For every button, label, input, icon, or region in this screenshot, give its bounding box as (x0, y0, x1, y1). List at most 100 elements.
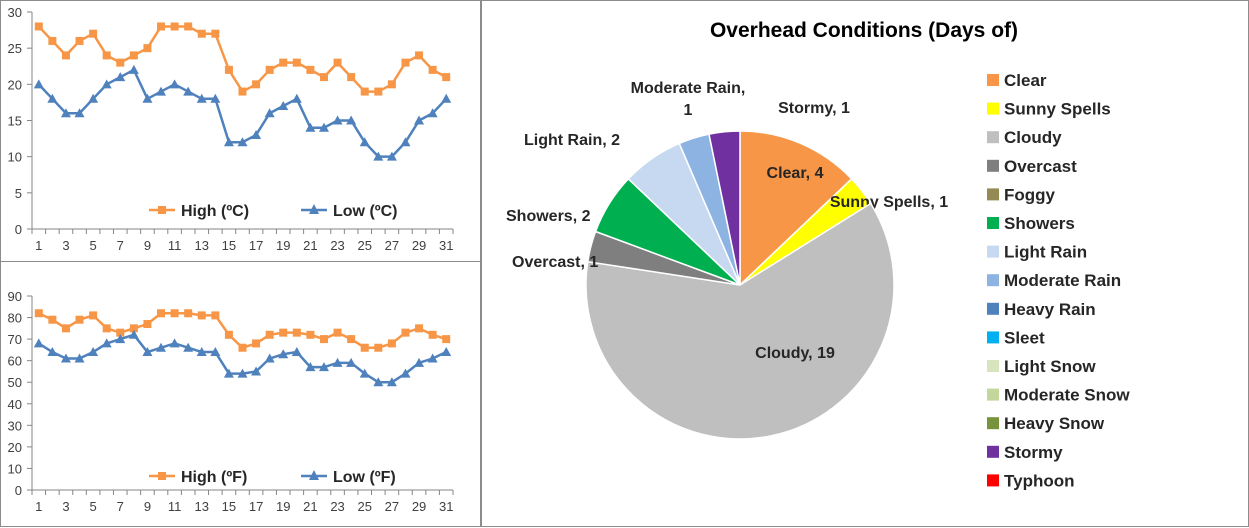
celsius-low-point (359, 137, 370, 147)
celsius-low-point (373, 151, 384, 161)
fahrenheit-high-point (143, 320, 152, 329)
fahrenheit-low-point (291, 347, 302, 357)
fahrenheit-low-point (318, 362, 329, 372)
celsius-high-point (360, 87, 369, 96)
fahrenheit-low-point (142, 347, 153, 357)
pie-legend-label-moderate-rain: Moderate Rain (1004, 271, 1121, 290)
celsius-x-tick-label: 5 (89, 238, 96, 253)
celsius-low-point (400, 137, 411, 147)
fahrenheit-low-point (305, 362, 316, 372)
pie-legend-label-heavy-rain: Heavy Rain (1004, 300, 1096, 319)
celsius-x-tick-label: 13 (195, 238, 209, 253)
celsius-high-point (306, 65, 315, 74)
fahrenheit-low-point (223, 368, 234, 378)
celsius-x-tick-label: 7 (117, 238, 124, 253)
celsius-high-point (401, 58, 410, 67)
fahrenheit-legend-low-marker (309, 470, 319, 480)
fahrenheit-low-point (373, 377, 384, 387)
celsius-high-point (116, 58, 125, 67)
pie-legend-swatch-heavy-snow (987, 417, 999, 430)
pie-data-label-light-rain: Light Rain, 2 (524, 132, 620, 149)
celsius-x-tick-label: 23 (330, 238, 344, 253)
pie-legend-swatch-sleet (987, 331, 999, 344)
fahrenheit-high-series-line (38, 311, 447, 349)
overhead-conditions-pie-panel: Overhead Conditions (Days of) Clear, 4 Sun… (481, 0, 1249, 527)
celsius-y-tick-label: 0 (15, 222, 22, 237)
pie-legend-label-heavy-snow: Heavy Snow (1004, 414, 1105, 433)
celsius-low-point (441, 93, 452, 103)
fahrenheit-x-tick-label: 25 (357, 499, 371, 514)
fahrenheit-x-tick-label: 11 (168, 499, 182, 514)
celsius-high-point (265, 65, 274, 74)
fahrenheit-high-point (75, 315, 84, 324)
fahrenheit-y-tick-label: 0 (15, 483, 22, 498)
fahrenheit-x-tick-label: 15 (222, 499, 236, 514)
pie-legend-swatch-sunny-spells (987, 102, 999, 115)
celsius-high-point (252, 80, 261, 89)
celsius-x-tick-label: 19 (276, 238, 290, 253)
celsius-low-point (305, 122, 316, 132)
fahrenheit-high-point (129, 324, 138, 333)
celsius-low-point (223, 137, 234, 147)
fahrenheit-high-point (265, 330, 274, 339)
celsius-high-point (75, 36, 84, 45)
fahrenheit-low-point (359, 368, 370, 378)
celsius-low-point (101, 79, 112, 89)
fahrenheit-high-point (442, 335, 451, 344)
celsius-high-point (89, 29, 98, 38)
fahrenheit-legend-high-marker (158, 472, 166, 480)
celsius-high-point (224, 65, 233, 74)
fahrenheit-high-point (374, 343, 383, 352)
pie-legend-swatch-clear (987, 74, 999, 86)
fahrenheit-high-point (279, 328, 288, 337)
fahrenheit-high-point (157, 309, 166, 318)
fahrenheit-high-point (238, 343, 247, 352)
celsius-low-point (210, 93, 221, 103)
celsius-high-point (415, 51, 424, 60)
celsius-high-point (197, 29, 206, 38)
celsius-high-point (34, 22, 43, 31)
fahrenheit-high-point (61, 324, 70, 333)
fahrenheit-low-point (237, 368, 248, 378)
celsius-low-point (332, 115, 343, 125)
fahrenheit-low-point (183, 342, 194, 352)
fahrenheit-x-tick-label: 29 (412, 499, 426, 514)
celsius-high-point (48, 36, 57, 45)
celsius-low-point (386, 151, 397, 161)
pie-legend-label-foggy: Foggy (1004, 185, 1056, 204)
fahrenheit-high-point (333, 328, 342, 337)
fahrenheit-high-point (116, 328, 125, 337)
fahrenheit-x-tick-label: 31 (439, 499, 453, 514)
celsius-legend-low-marker (309, 204, 319, 214)
overhead-conditions-pie-chart: Overhead Conditions (Days of) Clear, 4 Sun… (506, 19, 1130, 490)
celsius-x-tick-label: 27 (385, 238, 399, 253)
fahrenheit-low-point (386, 377, 397, 387)
celsius-low-point (128, 64, 139, 74)
celsius-high-point (61, 51, 70, 60)
fahrenheit-high-point (224, 330, 233, 339)
fahrenheit-high-point (89, 311, 98, 320)
fahrenheit-low-point (88, 347, 99, 357)
celsius-y-tick-label: 5 (15, 186, 22, 201)
fahrenheit-high-point (360, 343, 369, 352)
fahrenheit-y-tick-label: 20 (8, 440, 22, 455)
celsius-high-point (428, 65, 437, 74)
celsius-y-tick-label: 30 (8, 5, 22, 20)
celsius-y-tick-label: 10 (8, 150, 22, 165)
fahrenheit-low-point (33, 338, 44, 348)
pie-data-label-moderate-rain: Moderate Rain, (631, 80, 746, 97)
celsius-high-point (387, 80, 396, 89)
fahrenheit-low-point (115, 334, 126, 344)
fahrenheit-low-point (60, 353, 71, 363)
pie-legend-label-sunny-spells: Sunny Spells (1004, 100, 1111, 119)
fahrenheit-low-point (196, 347, 207, 357)
celsius-legend-high-marker (158, 206, 166, 214)
celsius-low-point (169, 79, 180, 89)
fahrenheit-low-point (210, 347, 221, 357)
fahrenheit-high-point (428, 330, 437, 339)
fahrenheit-y-tick-label: 10 (8, 461, 22, 476)
fahrenheit-x-tick-label: 13 (195, 499, 209, 514)
fahrenheit-low-point (427, 353, 438, 363)
